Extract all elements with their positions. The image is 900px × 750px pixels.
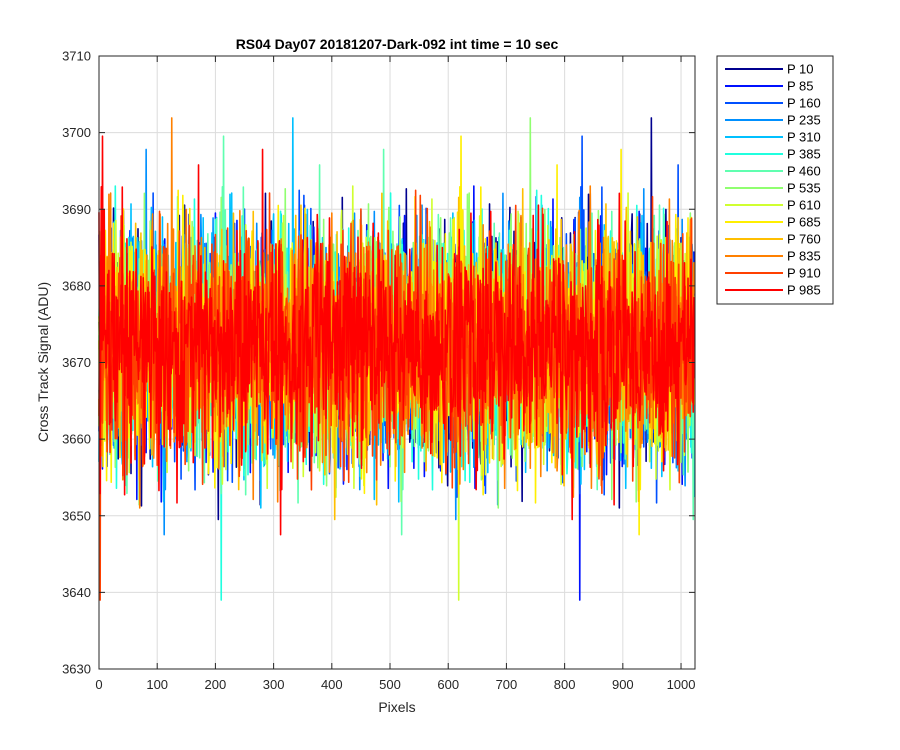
legend-entry: P 160 (787, 96, 821, 111)
legend-box (716, 55, 834, 305)
legend-entry: P 535 (787, 181, 821, 196)
y-tick-label: 3700 (62, 125, 91, 140)
legend-entry: P 760 (787, 232, 821, 247)
legend-entry: P 85 (787, 79, 814, 94)
x-axis: 0 100 200 300 400 500 600 700 800 900 1000 (95, 56, 695, 692)
y-tick-label: 3690 (62, 202, 91, 217)
series-lines (98, 117, 696, 601)
legend-entry: P 385 (787, 147, 821, 162)
y-tick-label: 3640 (62, 585, 91, 600)
x-tick-label: 100 (146, 677, 168, 692)
legend-entry: P 310 (787, 130, 821, 145)
y-tick-label: 3670 (62, 355, 91, 370)
x-axis-label: Pixels (378, 699, 415, 715)
legend-entry: P 460 (787, 164, 821, 179)
legend-entry: P 685 (787, 215, 821, 230)
legend-entry: P 10 (787, 62, 814, 77)
x-tick-label: 700 (496, 677, 518, 692)
x-tick-label: 200 (205, 677, 227, 692)
x-tick-label: 500 (379, 677, 401, 692)
y-tick-label: 3710 (62, 49, 91, 64)
chart-title: RS04 Day07 20181207-Dark-092 int time = … (236, 36, 559, 52)
y-tick-label: 3650 (62, 508, 91, 523)
x-tick-label: 800 (554, 677, 576, 692)
x-tick-label: 300 (263, 677, 285, 692)
y-tick-label: 3680 (62, 278, 91, 293)
legend-entry: P 835 (787, 249, 821, 264)
y-tick-label: 3660 (62, 432, 91, 447)
series-line-14 (98, 135, 696, 536)
legend-entry: P 985 (787, 283, 821, 298)
y-axis: 3630 3640 3650 3660 3670 3680 3690 3700 3710 (62, 49, 695, 677)
x-tick-label: 0 (95, 677, 102, 692)
y-axis-label: Cross Track Signal (ADU) (35, 282, 51, 442)
legend-entry: P 235 (787, 113, 821, 128)
x-tick-label: 1000 (667, 677, 696, 692)
legend-entry: P 610 (787, 198, 821, 213)
legend: P 10 P 85 P 160 P 235 P 310 P 385 P 460 P 535 P … (716, 55, 834, 305)
legend-entry: P 910 (787, 266, 821, 281)
x-tick-label: 400 (321, 677, 343, 692)
x-tick-label: 600 (437, 677, 459, 692)
x-tick-label: 900 (612, 677, 634, 692)
y-tick-label: 3630 (62, 662, 91, 677)
